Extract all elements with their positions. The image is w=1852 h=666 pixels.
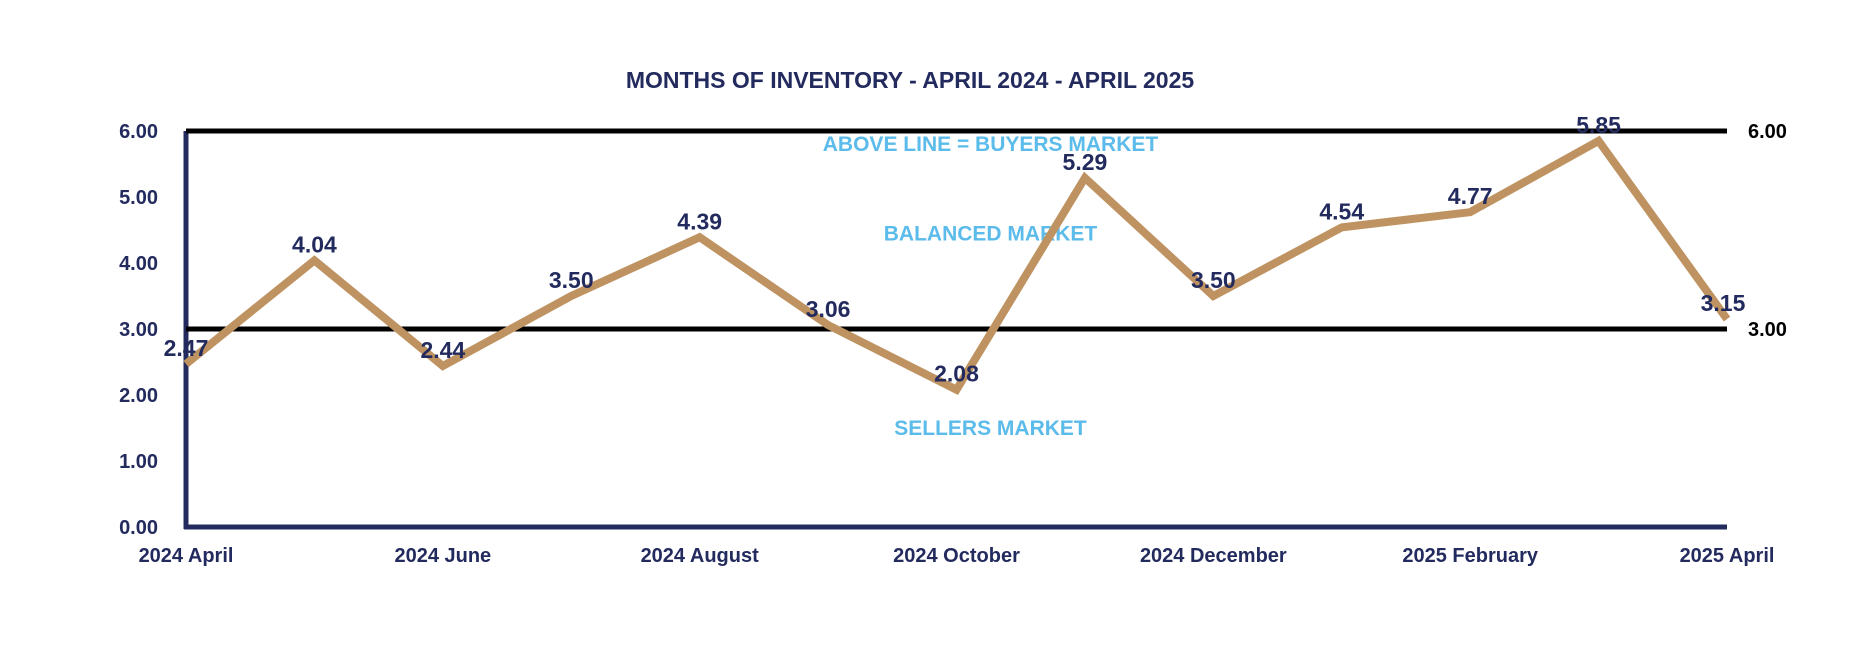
- data-label: 5.85: [1576, 112, 1621, 138]
- series-line: [183, 135, 1731, 395]
- x-tick-label: 2024 October: [893, 545, 1020, 567]
- data-label: 3.50: [549, 267, 594, 293]
- zone-annotations: ABOVE LINE = BUYERS MARKET BALANCED MARKE…: [823, 133, 1159, 440]
- y-axis-ticks: 0.00 1.00 2.00 3.00 4.00 5.00 6.00: [119, 121, 158, 539]
- data-label: 4.54: [1319, 198, 1364, 224]
- data-label: 4.77: [1448, 183, 1493, 209]
- x-tick-label: 2024 April: [139, 545, 234, 567]
- chart-title: MONTHS OF INVENTORY - APRIL 2024 - APRIL…: [626, 67, 1195, 93]
- data-label: 2.47: [164, 335, 209, 361]
- y-tick-label: 6.00: [119, 121, 158, 143]
- data-label: 2.08: [934, 361, 979, 387]
- x-tick-label: 2025 February: [1402, 545, 1539, 567]
- y-tick-label: 3.00: [119, 319, 158, 341]
- zone-annotation: ABOVE LINE = BUYERS MARKET: [823, 133, 1159, 156]
- data-label: 3.50: [1191, 267, 1236, 293]
- zone-annotation: BALANCED MARKET: [884, 222, 1098, 245]
- reference-line-label: 6.00: [1748, 121, 1787, 143]
- data-label: 4.39: [677, 208, 722, 234]
- y-tick-label: 2.00: [119, 385, 158, 407]
- reference-lines: 6.00 3.00: [186, 121, 1787, 341]
- data-label: 3.15: [1701, 290, 1746, 316]
- data-labels: 2.47 4.04 2.44 3.50 4.39 3.06 2.08 5.29 3.50 4.54…: [164, 112, 1746, 387]
- x-tick-label: 2024 August: [641, 545, 760, 567]
- x-axis-ticks: 2024 April 2024 June 2024 August 2024 Octob…: [139, 545, 1775, 567]
- reference-line-label: 3.00: [1748, 319, 1787, 341]
- y-tick-label: 0.00: [119, 517, 158, 539]
- x-tick-label: 2024 December: [1140, 545, 1287, 567]
- data-label: 2.44: [420, 337, 465, 363]
- x-tick-label: 2025 April: [1680, 545, 1775, 567]
- data-label: 3.06: [806, 296, 851, 322]
- y-tick-label: 1.00: [119, 451, 158, 473]
- y-tick-label: 5.00: [119, 187, 158, 209]
- series-line: [183, 135, 1731, 395]
- data-label: 4.04: [292, 231, 337, 257]
- y-tick-label: 4.00: [119, 253, 158, 275]
- x-tick-label: 2024 June: [394, 545, 491, 567]
- data-label: 5.29: [1063, 149, 1108, 175]
- zone-annotation: SELLERS MARKET: [894, 417, 1087, 440]
